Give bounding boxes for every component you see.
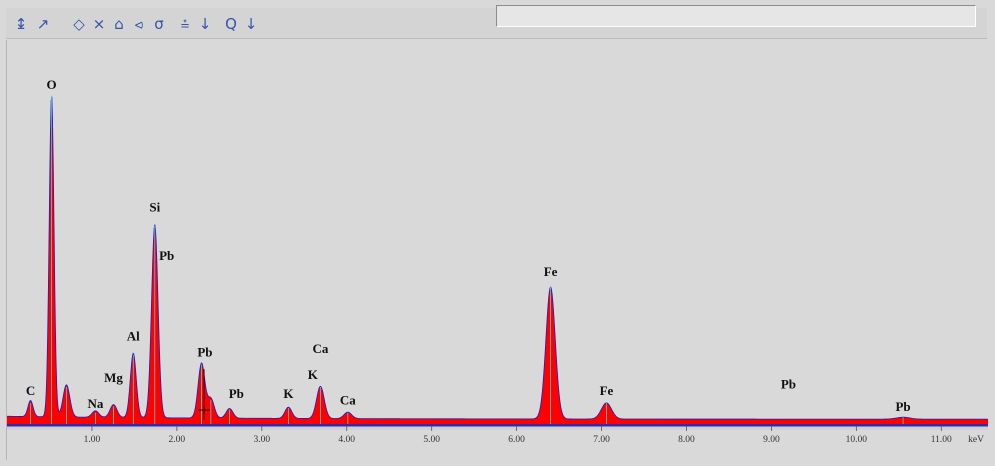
x-tick-label: 5.00 [423, 435, 440, 445]
peak-label-icon[interactable]: ⩮ [180, 15, 190, 33]
x-tick-label: 11.00 [931, 435, 952, 445]
peak-label-si: Si [149, 199, 160, 214]
contract-horizontal-icon[interactable]: ⨯ [92, 15, 106, 33]
x-tick-label: 7.00 [593, 435, 610, 445]
peak-label-pb: Pb [159, 248, 174, 263]
x-tick-label: 6.00 [508, 435, 525, 445]
zoom-menu-icon[interactable]: ↓ [244, 15, 258, 33]
contract-vertical-icon[interactable]: ⪦ [134, 15, 144, 33]
spectrum-plot[interactable]: 1.00 2.00 3.00 4.00 5.00 6.00 7.00 8.00 9.00 10.0… [6, 40, 988, 460]
spectrum-fill [7, 96, 988, 424]
peak-label-mg: Mg [104, 370, 123, 385]
peak-label-na: Na [87, 396, 103, 411]
peak-label-ca: Ca [340, 393, 356, 408]
x-tick-label: 4.00 [338, 435, 355, 445]
x-unit-label: keV [968, 435, 984, 445]
reset-scale-icon[interactable]: σ [154, 15, 164, 33]
spectrum-chart[interactable]: 1.00 2.00 3.00 4.00 5.00 6.00 7.00 8.00 9.00 10.0… [7, 40, 988, 460]
peak-label-fe: Fe [600, 383, 614, 398]
peak-label-k: K [283, 386, 294, 401]
peak-label-ca: Ca [312, 341, 328, 356]
peak-label-pb: Pb [197, 344, 212, 359]
x-tick-label: 9.00 [763, 435, 780, 445]
peak-label-menu-icon[interactable]: ↓ [198, 15, 212, 33]
peak-label-pb: Pb [895, 399, 910, 414]
spectrum-trace [7, 96, 988, 420]
x-tick-label: 3.00 [253, 435, 270, 445]
x-axis-band [7, 426, 988, 430]
peak-label-k: K [308, 367, 319, 382]
x-tick-label: 2.00 [169, 435, 186, 445]
cursor-icon[interactable]: ↨ [14, 15, 28, 33]
x-tick-label: 1.00 [84, 435, 101, 445]
x-axis-line [7, 424, 988, 427]
peak-label-fe: Fe [544, 264, 558, 279]
peak-label-o: O [47, 77, 57, 92]
status-field [496, 5, 976, 27]
expand-vertical-icon[interactable]: ⌂ [114, 15, 124, 33]
peak-label-al: Al [127, 328, 140, 343]
peak-label-pb: Pb [781, 377, 796, 392]
peak-label-pb: Pb [229, 386, 244, 401]
zoom-icon[interactable]: Q [225, 15, 237, 33]
peak-label-c: C [26, 383, 35, 398]
expand-horizontal-icon[interactable]: ◇ [73, 15, 85, 33]
x-tick-label: 10.00 [846, 435, 868, 445]
x-tick-label: 8.00 [678, 435, 695, 445]
marker-icon[interactable]: ↗ [36, 15, 50, 33]
